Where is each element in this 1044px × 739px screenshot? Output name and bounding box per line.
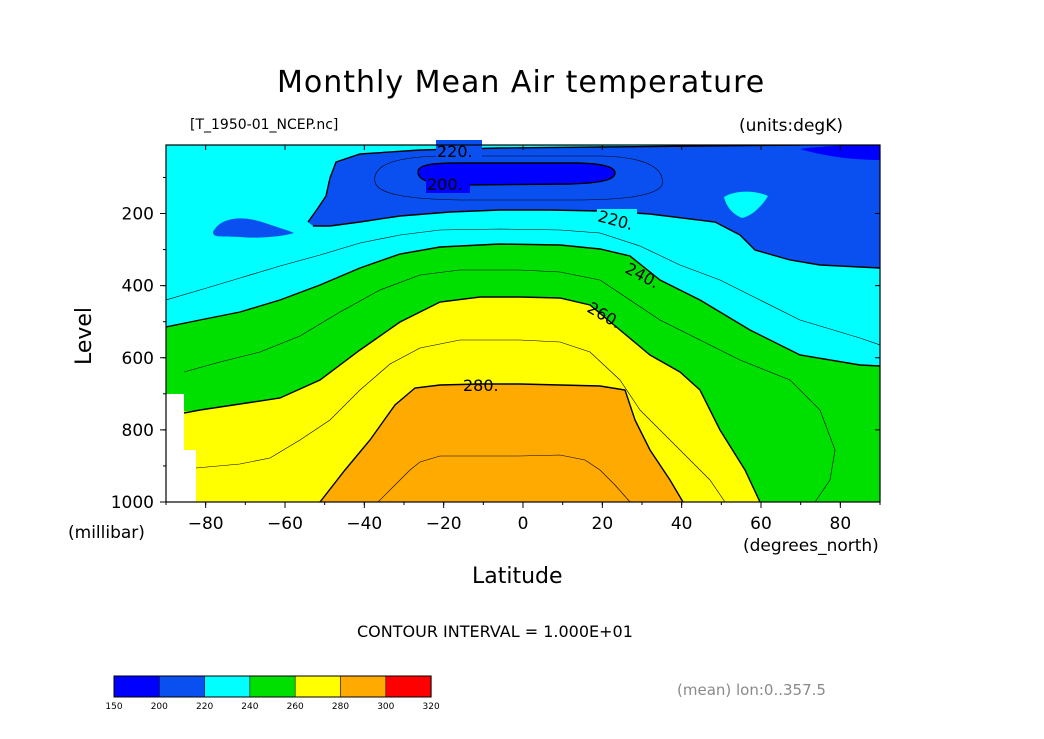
colorbar-label: 260 bbox=[287, 702, 304, 712]
x-tick-label: 20 bbox=[592, 514, 614, 534]
band-220-240-hole bbox=[724, 191, 768, 218]
x-tick-label: −60 bbox=[267, 514, 303, 534]
contour-line-230 bbox=[166, 228, 880, 346]
colorbar-swatch-150-200 bbox=[113, 675, 160, 698]
x-units-label: (degrees_north) bbox=[743, 536, 879, 556]
missing-data-2 bbox=[184, 450, 196, 502]
colorbar-label: 320 bbox=[423, 702, 440, 712]
units-label: (units:degK) bbox=[739, 116, 843, 136]
x-tick-label: 40 bbox=[671, 514, 693, 534]
colorbar-swatch-260-280 bbox=[294, 675, 341, 698]
band-280-300 bbox=[320, 384, 683, 502]
y-tick-labels: 200 400 600 800 1000 bbox=[111, 205, 154, 513]
x-tick-label: 60 bbox=[750, 514, 772, 534]
x-tick-labels: −80 −60 −40 −20 0 20 40 60 80 bbox=[188, 514, 851, 534]
contour-line-260 bbox=[183, 296, 761, 502]
contour-line-250 bbox=[183, 269, 836, 502]
band-150-200-topright bbox=[800, 145, 880, 160]
colorbar-label: 150 bbox=[105, 702, 122, 712]
contour-line-280 bbox=[319, 383, 684, 502]
colorbar-swatch-200-220 bbox=[159, 675, 205, 698]
colorbar-label: 300 bbox=[377, 702, 394, 712]
y-tick-label: 1000 bbox=[111, 493, 154, 513]
source-label: [T_1950-01_NCEP.nc] bbox=[190, 117, 339, 133]
contour-interval: CONTOUR INTERVAL = 1.000E+01 bbox=[357, 622, 633, 641]
contour-line-270 bbox=[195, 339, 726, 502]
band-200-220-blob bbox=[213, 218, 294, 238]
colorbar-label: 220 bbox=[196, 702, 213, 712]
contour-label-200: 200. bbox=[427, 175, 463, 194]
chart-title: Monthly Mean Air temperature bbox=[277, 65, 766, 100]
y-axis-label: Level bbox=[72, 306, 98, 366]
mean-footnote: (mean) lon:0..357.5 bbox=[677, 681, 826, 699]
contour-line-220-thick bbox=[307, 145, 801, 223]
colorbar-label: 200 bbox=[151, 702, 168, 712]
contour-field bbox=[166, 145, 880, 502]
colorbar-swatch-240-260 bbox=[249, 675, 296, 698]
x-tick-label: 0 bbox=[518, 514, 529, 534]
contour-label-220-top: 220. bbox=[437, 142, 473, 161]
contour-label-280: 280. bbox=[463, 376, 499, 395]
colorbar-swatch-280-300 bbox=[340, 675, 387, 698]
colorbar-frame bbox=[113, 675, 432, 698]
x-axis-label: Latitude bbox=[472, 564, 563, 589]
colorbar: 150 200 220 240 260 280 300 320 bbox=[105, 675, 440, 712]
colorbar-label: 280 bbox=[332, 702, 349, 712]
colorbar-label: 240 bbox=[241, 702, 258, 712]
y-units-label: (millibar) bbox=[68, 523, 145, 543]
y-tick-label: 400 bbox=[122, 277, 154, 297]
y-tick-label: 200 bbox=[122, 205, 154, 225]
colorbar-swatch-300-320 bbox=[385, 675, 432, 698]
contour-line-210 bbox=[374, 155, 663, 201]
x-tick-label: −20 bbox=[426, 514, 462, 534]
x-tick-label: −80 bbox=[188, 514, 224, 534]
x-tick-label: 80 bbox=[830, 514, 852, 534]
x-axis bbox=[165, 145, 881, 508]
y-axis bbox=[160, 176, 880, 503]
contour-line-290 bbox=[377, 454, 631, 502]
colorbar-swatch-220-240 bbox=[204, 675, 251, 698]
contour-line-240 bbox=[166, 243, 880, 367]
y-tick-label: 600 bbox=[122, 349, 154, 369]
missing-data-1 bbox=[166, 394, 184, 502]
y-tick-label: 800 bbox=[122, 421, 154, 441]
x-tick-label: −40 bbox=[346, 514, 382, 534]
